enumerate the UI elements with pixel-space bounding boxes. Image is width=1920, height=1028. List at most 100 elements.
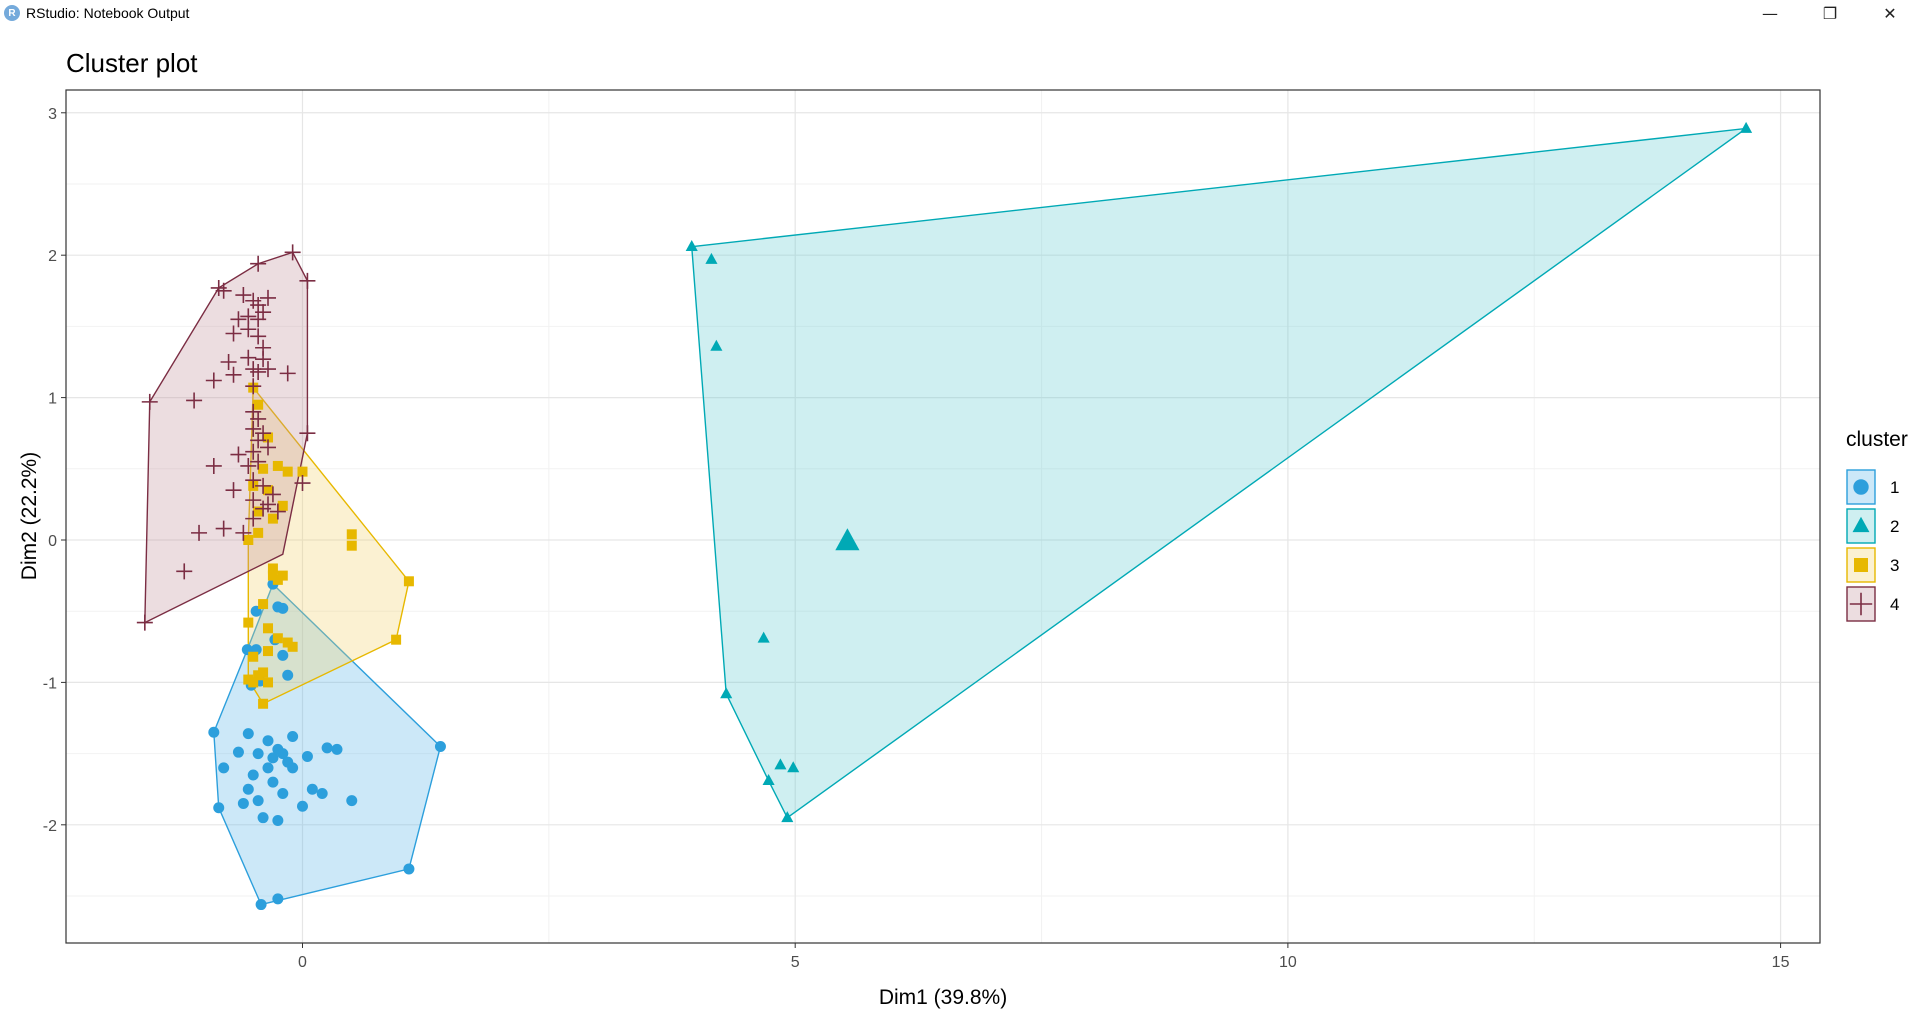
cluster-4-point [255,500,272,517]
cluster-3-point [248,651,259,662]
cluster-3-point [243,674,254,685]
cluster-2-point [705,252,718,264]
cluster-3-point [346,540,357,551]
cluster-4-point [250,328,267,345]
cluster-3-point [287,641,298,652]
cluster-2-point [1740,121,1753,133]
cluster-4-point [279,365,296,382]
cluster-1-point [403,863,415,875]
cluster-1-point [282,669,294,681]
cluster-4-point [240,457,257,474]
legend-item-3: 3 [1846,547,1899,583]
maximize-button[interactable]: ❐ [1822,3,1838,23]
cluster-4-point [245,492,262,509]
cluster-1-point [316,787,328,799]
cluster-centers [835,528,860,551]
cluster-1-point [213,802,225,814]
cluster-1-point [301,750,313,762]
cluster-4-point [299,272,316,289]
cluster-3-point [258,599,269,610]
x-tick-label: 15 [1772,954,1790,971]
cluster-4-point [284,244,301,261]
cluster-4-point [176,563,193,580]
cluster-2-point [720,687,733,699]
legend-title: cluster [1846,428,1908,451]
cluster-3-point [263,485,274,496]
cluster-4-point [250,410,267,427]
cluster-1-point [272,815,284,827]
cluster-3-point [297,466,308,477]
cluster-4-point [230,311,247,328]
cluster-1-point [252,795,264,807]
cluster-1-point [262,762,274,774]
y-axis-title: Dim2 (22.2%) [18,452,41,580]
cluster-4-point [235,287,252,304]
cluster-4-point [186,392,203,409]
cluster-3-point [253,527,264,538]
cluster-1-point [321,742,333,754]
cluster-1-point [287,762,299,774]
cluster-1-point [267,752,279,764]
cluster-4-point [264,486,281,503]
cluster-1-point [247,769,259,781]
legend-item-1: 1 [1846,469,1899,505]
cluster-3-point [267,563,278,574]
x-axis: 0 5 10 15 [298,943,1790,971]
cluster-4-point [260,289,277,306]
y-tick-label: 2 [48,248,57,265]
cluster-4-point [245,510,262,527]
cluster-4-point [220,353,237,370]
cluster-3-point [263,677,274,688]
legend-label: 2 [1890,517,1899,536]
cluster-4-point [250,363,267,380]
cluster-4-point [191,524,208,541]
cluster-4-point [245,378,262,395]
cluster-2-point [781,811,794,823]
cluster-1-point [267,776,279,788]
cluster-4-point [245,420,262,437]
window-controls: — ❐ ✕ [1740,0,1920,26]
close-button[interactable]: ✕ [1883,3,1897,23]
cluster-4-point [245,443,262,460]
cluster-3-point [263,432,274,443]
cluster-1-point [296,800,308,812]
cluster-3-point [243,617,254,628]
rstudio-icon: R [4,5,20,21]
cluster-1-point [257,812,269,824]
cluster-4-point [240,349,257,366]
legend-key-marker [1849,592,1873,616]
cluster-points [136,121,1753,911]
cluster-2-point [685,240,698,252]
cluster-3-point [253,506,264,517]
cluster-4-point [230,446,247,463]
cluster-3-point [391,634,402,645]
cluster-1-point [242,783,254,795]
cluster-1-point [242,728,254,740]
cluster-hulls [144,127,1749,906]
cluster-3-point [258,463,269,474]
cluster-1-point [306,783,318,795]
cluster-4-point [141,393,158,410]
cluster-2-point [710,339,723,351]
window-title: RStudio: Notebook Output [26,5,190,21]
grid-minor [66,90,1820,943]
minimize-button[interactable]: — [1762,3,1778,23]
cluster-1-point [346,795,358,807]
cluster-4-point [255,351,272,368]
cluster-4-point [299,425,316,442]
cluster-4-point [136,614,153,631]
grid-major [66,90,1820,943]
cluster-4-point [260,439,277,456]
cluster-1-point [232,746,244,758]
cluster-1-point [277,748,289,760]
legend-key-marker [1852,516,1870,533]
cluster-1-point [277,787,289,799]
x-tick-label: 10 [1279,954,1297,971]
panel-border [65,89,1821,944]
cluster-1-point [218,762,230,774]
cluster-4-point [255,477,272,494]
cluster-4-point [215,282,232,299]
y-tick-label: 0 [48,533,57,550]
legend-item-4: 4 [1846,586,1899,622]
cluster-4-point [245,472,262,489]
